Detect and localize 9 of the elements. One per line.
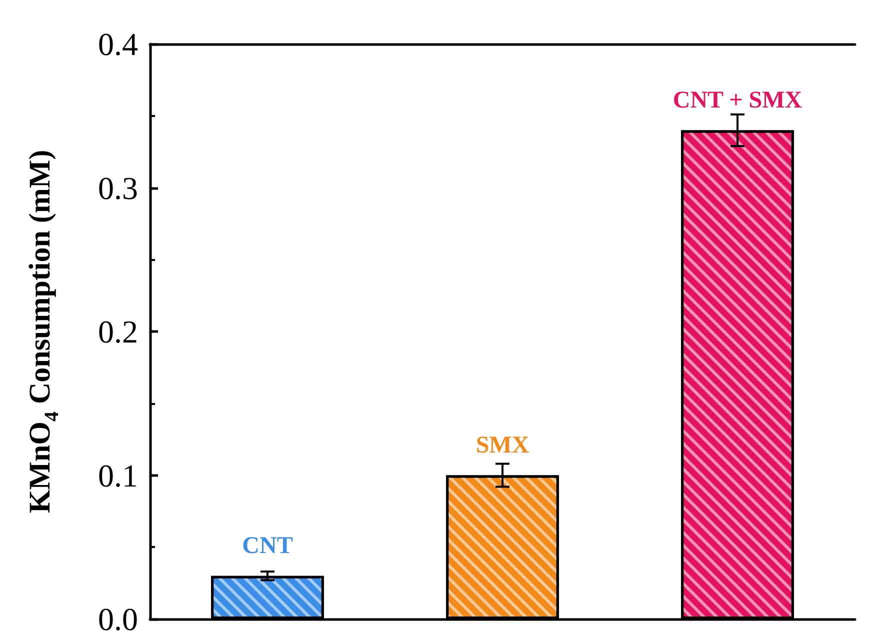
x-tick-label: CNT + SMX [672,87,803,114]
x-tick-label: CNT [242,532,293,559]
y-axis-title: KMnO4 Consumption (mM) [24,150,63,514]
y-tick-label: 0.1 [98,457,138,494]
y-tick-label: 0.0 [98,601,138,637]
x-tick-label: SMX [476,432,530,458]
y-tick-label: 0.4 [98,26,138,62]
y-tick-label: 0.3 [98,170,138,206]
y-tick-label: 0.2 [98,314,138,350]
